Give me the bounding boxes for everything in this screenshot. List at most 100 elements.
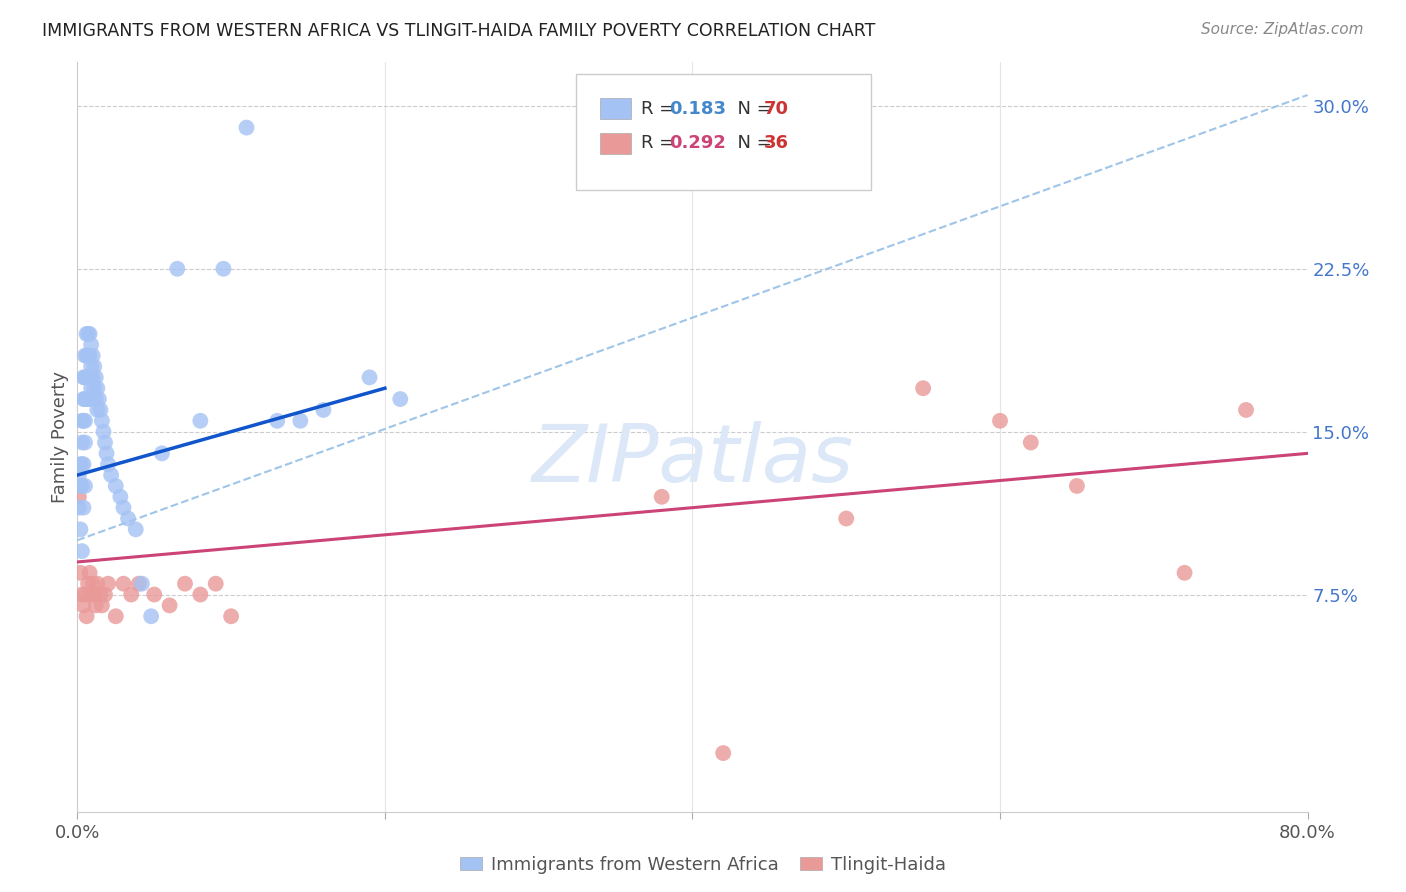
Point bbox=[70, 588, 93, 602]
Point bbox=[84, 599, 107, 613]
Point bbox=[1174, 566, 1197, 580]
Text: IMMIGRANTS FROM WESTERN AFRICA VS TLINGIT-HAIDA FAMILY POVERTY CORRELATION CHART: IMMIGRANTS FROM WESTERN AFRICA VS TLINGI… bbox=[42, 22, 876, 40]
Point bbox=[80, 588, 103, 602]
Point bbox=[67, 468, 90, 483]
Point bbox=[82, 349, 104, 363]
Point bbox=[166, 261, 188, 276]
Point bbox=[69, 522, 91, 536]
Point bbox=[141, 609, 163, 624]
Text: N =: N = bbox=[725, 100, 778, 118]
Point bbox=[73, 479, 96, 493]
Point bbox=[79, 349, 101, 363]
Point bbox=[389, 392, 412, 406]
Point bbox=[235, 120, 257, 135]
Point bbox=[110, 490, 132, 504]
Point bbox=[72, 370, 94, 384]
Point bbox=[112, 500, 135, 515]
Point bbox=[131, 576, 153, 591]
Point bbox=[212, 261, 235, 276]
Point bbox=[79, 566, 101, 580]
Point bbox=[94, 435, 117, 450]
Point bbox=[117, 511, 139, 525]
Point bbox=[76, 609, 98, 624]
Text: ZIPatlas: ZIPatlas bbox=[531, 420, 853, 499]
FancyBboxPatch shape bbox=[600, 133, 631, 153]
Point bbox=[835, 511, 858, 525]
Point bbox=[70, 544, 93, 558]
FancyBboxPatch shape bbox=[600, 98, 631, 120]
Point bbox=[79, 392, 101, 406]
Point bbox=[1019, 435, 1042, 450]
Point bbox=[128, 576, 150, 591]
Point bbox=[93, 425, 115, 439]
Point bbox=[80, 359, 103, 374]
Point bbox=[104, 479, 127, 493]
FancyBboxPatch shape bbox=[575, 74, 870, 190]
Point bbox=[73, 414, 96, 428]
Point bbox=[912, 381, 935, 395]
Y-axis label: Family Poverty: Family Poverty bbox=[51, 371, 69, 503]
Point bbox=[159, 599, 181, 613]
Point bbox=[67, 500, 90, 515]
Point bbox=[73, 392, 96, 406]
Text: R =: R = bbox=[641, 100, 679, 118]
Point bbox=[219, 609, 242, 624]
Point bbox=[290, 414, 312, 428]
Point bbox=[79, 326, 101, 341]
Point bbox=[76, 392, 98, 406]
Point bbox=[1234, 403, 1257, 417]
Text: 36: 36 bbox=[763, 135, 789, 153]
Point bbox=[82, 370, 104, 384]
Point bbox=[69, 457, 91, 471]
Point bbox=[70, 414, 93, 428]
Point bbox=[76, 349, 98, 363]
Point bbox=[97, 457, 120, 471]
Point bbox=[89, 403, 111, 417]
Point bbox=[204, 576, 226, 591]
Text: 0.183: 0.183 bbox=[669, 100, 725, 118]
Point bbox=[70, 479, 93, 493]
Point bbox=[89, 588, 111, 602]
Point bbox=[72, 392, 94, 406]
Point bbox=[87, 392, 110, 406]
Point bbox=[82, 392, 104, 406]
Point bbox=[67, 490, 90, 504]
Point bbox=[72, 414, 94, 428]
Point bbox=[97, 576, 120, 591]
Point bbox=[90, 599, 114, 613]
Point bbox=[77, 326, 100, 341]
Point bbox=[77, 576, 100, 591]
Point bbox=[988, 414, 1011, 428]
Point bbox=[70, 457, 93, 471]
Point bbox=[112, 576, 135, 591]
Point bbox=[70, 435, 93, 450]
Point bbox=[125, 522, 148, 536]
Point bbox=[266, 414, 288, 428]
Text: Source: ZipAtlas.com: Source: ZipAtlas.com bbox=[1201, 22, 1364, 37]
Point bbox=[651, 490, 673, 504]
Point bbox=[83, 588, 105, 602]
Point bbox=[104, 609, 127, 624]
Point bbox=[80, 338, 103, 352]
Point bbox=[90, 414, 114, 428]
Point bbox=[73, 370, 96, 384]
Point bbox=[312, 403, 335, 417]
Point bbox=[69, 566, 91, 580]
Point bbox=[77, 349, 100, 363]
Point bbox=[76, 326, 98, 341]
Point bbox=[72, 500, 94, 515]
Point bbox=[711, 746, 734, 760]
Point bbox=[174, 576, 197, 591]
Legend: Immigrants from Western Africa, Tlingit-Haida: Immigrants from Western Africa, Tlingit-… bbox=[453, 849, 953, 881]
Point bbox=[120, 588, 142, 602]
Point bbox=[80, 381, 103, 395]
Point bbox=[96, 446, 118, 460]
Point bbox=[188, 414, 212, 428]
Point bbox=[84, 392, 107, 406]
Point bbox=[1066, 479, 1088, 493]
Text: R =: R = bbox=[641, 135, 679, 153]
Point bbox=[83, 359, 105, 374]
Point bbox=[73, 588, 96, 602]
Text: 70: 70 bbox=[763, 100, 789, 118]
Point bbox=[72, 599, 94, 613]
